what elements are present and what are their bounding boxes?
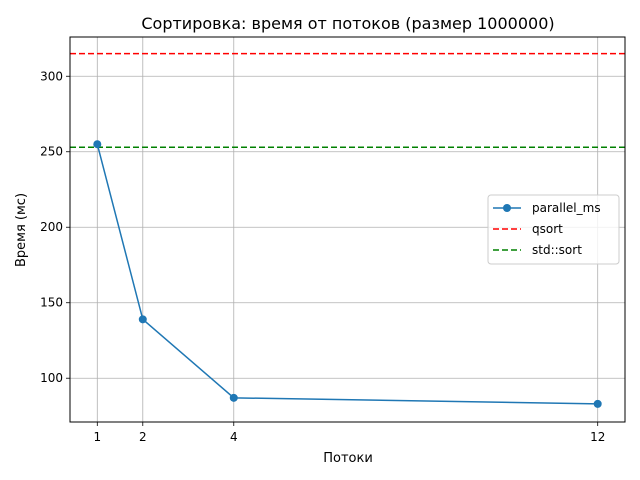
- reference-lines: [70, 52, 625, 148]
- legend-box: [487, 194, 620, 265]
- series-line-parallel_ms: [96, 144, 598, 405]
- data-point: [138, 315, 147, 324]
- y-tick-label: 250: [40, 145, 63, 159]
- legend-label: std::sort: [532, 243, 582, 257]
- y-tick-label: 200: [40, 220, 63, 234]
- y-axis-ticks: 100 150 200 250 300: [40, 69, 70, 385]
- legend-marker: [503, 204, 511, 212]
- x-tick-label: 12: [590, 430, 605, 444]
- legend-label: qsort: [532, 222, 563, 236]
- chart-title: Сортировка: время от потоков (размер 100…: [141, 14, 554, 33]
- plot-frame: [69, 36, 626, 423]
- data-point: [593, 399, 602, 408]
- y-tick-label: 100: [40, 371, 63, 385]
- x-tick-label: 2: [139, 430, 147, 444]
- x-axis-label: Потоки: [323, 451, 373, 466]
- y-axis-label: Время (мс): [14, 193, 29, 267]
- series-layer: [93, 140, 602, 408]
- legend-label: parallel_ms: [532, 201, 601, 215]
- x-tick-label: 4: [230, 430, 238, 444]
- data-point: [93, 140, 102, 149]
- data-point: [229, 393, 238, 402]
- y-tick-label: 300: [40, 69, 63, 83]
- x-tick-label: 1: [93, 430, 101, 444]
- x-axis-ticks: 1 2 4 12: [93, 422, 605, 444]
- y-tick-label: 150: [40, 296, 63, 310]
